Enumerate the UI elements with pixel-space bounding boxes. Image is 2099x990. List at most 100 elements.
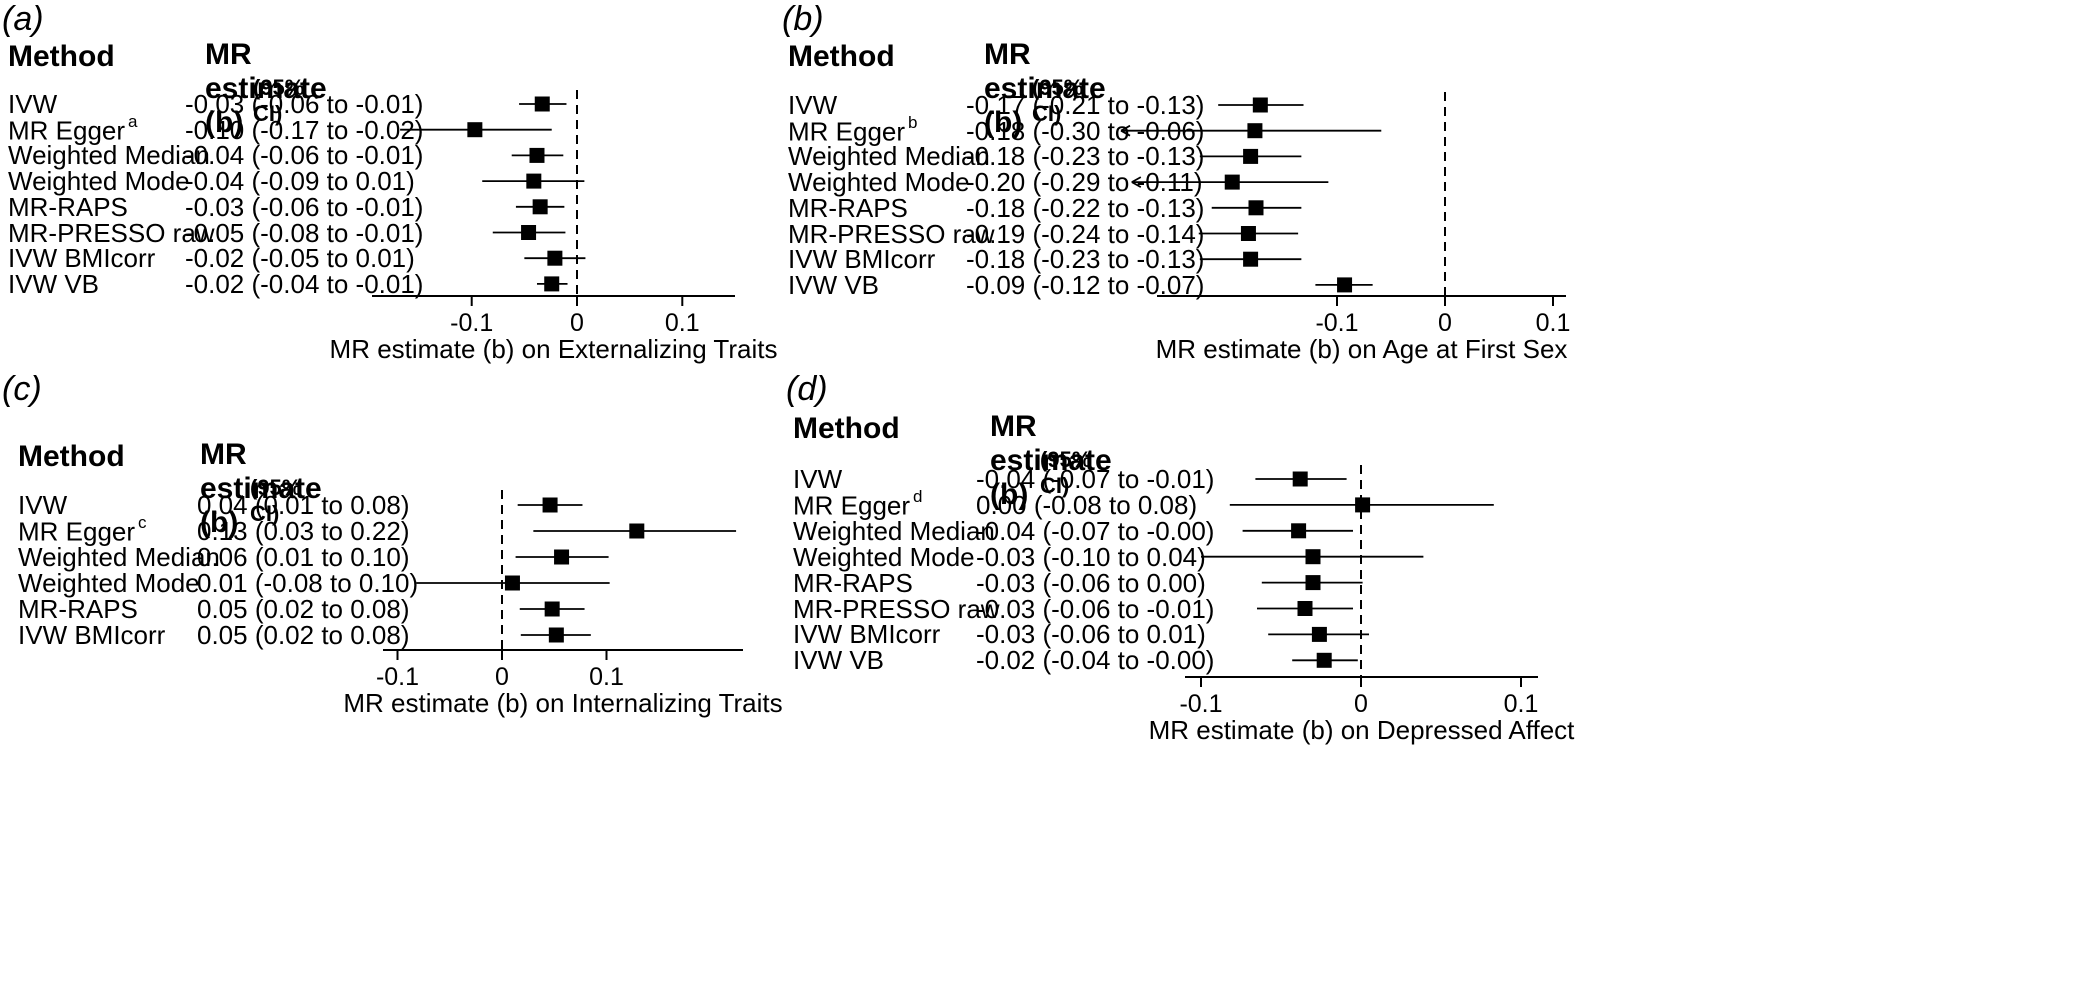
method-label: IVW VB [788,270,879,301]
footnote-marker: d [913,486,923,506]
footnote-marker: c [138,513,147,532]
estimate-header: MR estimate (b) [200,438,322,539]
estimate-ci-text: -0.04 (-0.09 to 0.01) [185,166,415,197]
method-label: MR-RAPS [18,594,138,625]
estimate-ci-text: -0.04 (-0.07 to -0.01) [976,464,1215,494]
point-estimate [1337,277,1353,293]
method-header: Method [8,40,115,73]
estimate-ci-text: 0.04 (0.01 to 0.08) [197,490,410,520]
estimate-ci-text: 0.13 (0.03 to 0.22) [197,516,410,546]
point-estimate [548,627,564,643]
point-estimate [554,549,570,565]
ci-arrow [1131,176,1142,188]
estimate-ci-text: -0.02 (-0.05 to 0.01) [185,243,415,274]
method-name: MR-PRESSO raw [793,593,1000,624]
point-estimate [526,173,542,189]
method-label: MR Egger a [8,111,138,147]
estimate-ci-text: -0.18 (-0.22 to -0.13) [966,192,1205,223]
method-label: Weighted Median [18,542,220,573]
method-name: IVW VB [793,645,885,676]
method-label: IVW BMIcorr [793,619,940,650]
ci-header: (95% CI) [253,75,305,126]
method-name: MR-RAPS [793,567,913,598]
point-estimate [1243,251,1259,267]
point-estimate [1248,200,1264,216]
x-tick-label: 0 [1438,309,1452,337]
point-estimate [529,147,545,163]
point-estimate [542,497,558,513]
method-label: MR-PRESSO raw [793,594,1000,625]
x-tick-label: 0.1 [1504,690,1539,718]
method-name: Weighted Mode [793,541,975,572]
method-label: IVW BMIcorr [18,620,165,651]
point-estimate [1311,626,1327,642]
method-name: Weighted Median [788,141,990,172]
x-tick-label: 0 [495,663,509,691]
method-name: MR Egger [8,115,126,146]
method-header: Method [793,412,900,445]
method-label: MR-RAPS [788,193,908,224]
ci-header: (95% CI) [250,475,302,526]
panel-label: (c) [2,370,42,408]
estimate-ci-text: 0.01 (-0.08 to 0.10) [197,568,419,598]
method-name: Weighted Median [18,542,220,572]
method-name: MR-RAPS [788,192,908,223]
point-estimate [1243,148,1259,164]
x-tick-label: 0.1 [589,663,624,691]
panel-label: (d) [786,370,828,408]
estimate-ci-text: -0.18 (-0.23 to -0.13) [966,244,1205,275]
method-name: MR Egger [788,116,906,147]
method-name: MR Egger [793,490,911,521]
point-estimate [629,523,645,539]
point-estimate [504,575,520,591]
estimate-header: MR estimate (b) [984,38,1106,139]
estimate-ci-text: -0.03 (-0.06 to -0.01) [185,89,424,119]
estimate-ci-text: -0.02 (-0.04 to -0.01) [185,268,424,299]
panel-label: (a) [2,0,44,38]
method-label: IVW BMIcorr [788,244,935,275]
method-name: IVW BMIcorr [18,620,166,650]
method-name: IVW VB [8,268,100,299]
method-label: MR Egger b [788,113,918,148]
point-estimate [532,199,548,215]
x-tick-label: -0.1 [1179,690,1222,718]
point-estimate [1316,652,1332,668]
method-name: IVW [788,90,838,120]
method-label: Weighted Mode [8,166,190,197]
method-label: MR-PRESSO raw [788,219,995,250]
estimate-ci-text: -0.10 (-0.17 to -0.02) [185,114,424,145]
method-name: IVW BMIcorr [8,243,156,274]
method-label: Weighted Median [8,140,210,171]
method-name: Weighted Mode [18,568,200,598]
method-name: IVW [8,89,58,119]
method-name: IVW BMIcorr [788,244,936,275]
estimate-ci-text: 0.05 (0.02 to 0.08) [197,620,410,650]
point-estimate [544,276,560,292]
footnote-marker: a [128,111,138,131]
method-label: Weighted Median [788,141,990,172]
method-name: MR-RAPS [18,594,138,624]
method-label: Weighted Mode [18,568,200,599]
method-name: IVW [18,490,68,520]
method-label: IVW [793,464,842,495]
panel-label: (b) [782,0,824,38]
method-name: Weighted Mode [788,167,970,198]
estimate-ci-text: 0.05 (0.02 to 0.08) [197,594,410,624]
x-tick-label: 0 [1354,690,1368,718]
estimate-ci-text: -0.03 (-0.10 to 0.04) [976,541,1206,572]
estimate-ci-text: -0.03 (-0.06 to 0.00) [976,567,1206,598]
method-label: IVW [18,490,67,521]
estimate-header: MR estimate (b) [990,410,1112,511]
method-name: MR-RAPS [8,191,128,222]
method-label: Weighted Mode [788,167,970,198]
estimate-ci-text: -0.05 (-0.08 to -0.01) [185,217,424,248]
point-estimate [1292,471,1308,487]
point-estimate [467,122,483,138]
x-tick-label: -0.1 [450,309,493,337]
method-label: MR Egger d [793,486,923,522]
method-name: IVW [793,464,843,494]
point-estimate [544,601,560,617]
estimate-ci-text: -0.03 (-0.06 to -0.01) [185,191,424,222]
estimate-ci-text: 0.00 (-0.08 to 0.08) [976,489,1198,520]
